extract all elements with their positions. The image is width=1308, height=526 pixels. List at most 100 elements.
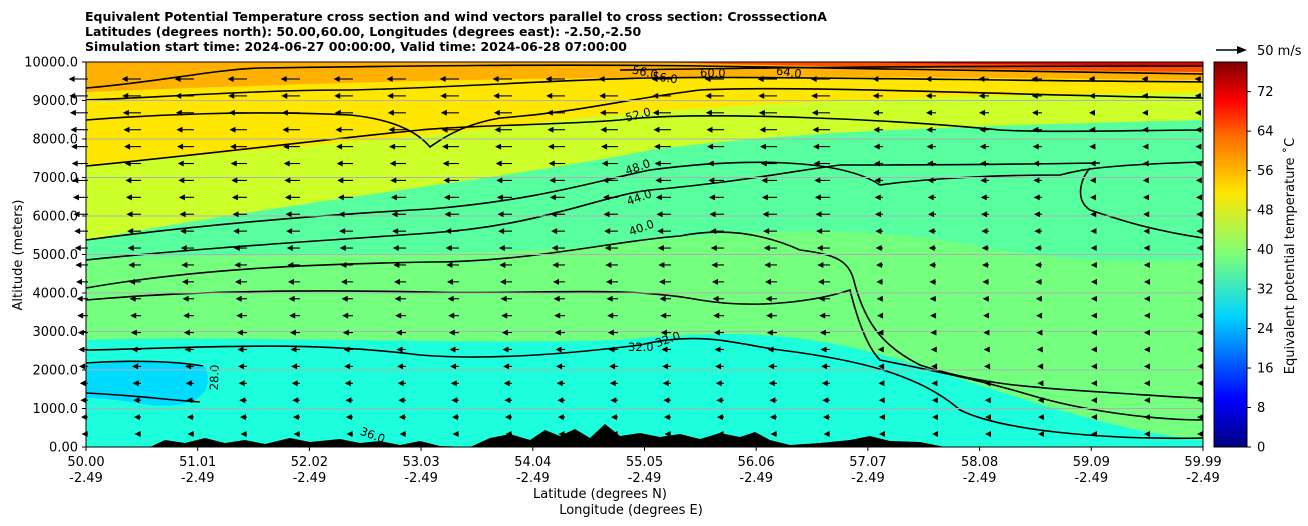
wind-arrow (392, 245, 406, 252)
colorbar-tick-label: 56 (1257, 164, 1274, 179)
wind-arrow (133, 397, 141, 404)
wind-arrow (451, 414, 459, 421)
wind-arrow (815, 211, 830, 218)
wind-arrow (658, 261, 671, 268)
wind-arrow (550, 211, 565, 218)
wind-arrow (238, 363, 247, 370)
wind-arrow (925, 76, 936, 82)
contour-60 (86, 64, 1203, 89)
wind-arrow (440, 109, 459, 116)
wind-arrow (1194, 92, 1201, 99)
wind-arrow (442, 143, 459, 150)
wind-arrow (611, 431, 618, 437)
wind-arrow (1032, 143, 1042, 150)
wind-arrow (393, 278, 406, 285)
wind-arrow (228, 109, 247, 116)
wind-arrow (393, 261, 406, 268)
wind-arrow (1195, 109, 1202, 116)
wind-arrow (175, 92, 194, 99)
wind-arrow (652, 109, 671, 116)
wind-arrow (1196, 245, 1203, 252)
wind-arrow (398, 414, 406, 421)
x-axis: 50.00-2.4951.01-2.4952.02-2.4953.03-2.49… (67, 447, 1222, 486)
wind-arrow (75, 261, 88, 268)
wind-arrow (1144, 380, 1150, 387)
wind-arrow (1144, 363, 1150, 370)
wind-arrow (610, 397, 618, 404)
wind-arrow (874, 194, 883, 201)
wind-arrow (878, 380, 885, 387)
wind-arrow (338, 211, 353, 218)
wind-arrow (499, 261, 512, 268)
wind-arrow (291, 380, 300, 387)
wind-arrow (823, 431, 830, 437)
x-tick-label-lon: -2.49 (1186, 471, 1220, 486)
wind-arrow (715, 363, 724, 370)
contour-64 (619, 65, 1203, 71)
wind-arrow (879, 414, 885, 421)
wind-arrow (232, 211, 247, 218)
wind-arrow (1197, 397, 1203, 404)
x-tick-label-lat: 51.01 (179, 455, 216, 470)
wind-arrow (651, 76, 671, 82)
wind-arrow (707, 143, 724, 150)
y-tick-label: 3000.0 (33, 325, 79, 340)
x-tick-label-lon: -2.49 (69, 471, 103, 486)
wind-arrow (387, 109, 406, 116)
wind-arrow (714, 346, 724, 353)
wind-arrow (1091, 380, 1097, 387)
contour-label: 56.0 (651, 69, 678, 86)
wind-arrow (1091, 414, 1097, 421)
wind-arrow (231, 194, 247, 201)
contour-40 (86, 231, 1203, 399)
wind-arrow (174, 76, 194, 82)
wind-arrow (398, 397, 406, 404)
wind-arrow (1143, 194, 1150, 201)
wind-arrow (925, 92, 936, 99)
wind-arrow (290, 346, 300, 353)
wind-arrow (1036, 312, 1043, 319)
wind-arrow (286, 228, 300, 235)
wind-arrow (558, 431, 565, 437)
wind-arrow (346, 431, 353, 437)
wind-arrow (764, 261, 777, 268)
wind-arrow (983, 329, 990, 336)
wind-arrow (1142, 126, 1149, 133)
contour-48 (86, 161, 1203, 241)
wind-arrow (978, 92, 989, 99)
colorbar-tick-label: 8 (1257, 401, 1265, 416)
wind-arrow (873, 109, 883, 116)
wind-arrow (501, 329, 512, 336)
wind-arrow (759, 126, 777, 133)
wind-arrow (654, 143, 671, 150)
wind-arrow (757, 76, 777, 82)
wind-arrow (610, 414, 618, 421)
wind-arrow (1090, 194, 1097, 201)
colorbar-tick-label: 40 (1257, 243, 1274, 258)
wind-arrow (1142, 177, 1149, 184)
wind-arrow (1195, 160, 1202, 167)
wind-arrow (710, 228, 724, 235)
wind-arrow (132, 363, 141, 370)
wind-arrow (334, 92, 353, 99)
wind-arrow (545, 76, 565, 82)
x-tick-label-lon: -2.49 (628, 471, 662, 486)
wind-arrow (872, 92, 883, 99)
wind-arrow (713, 312, 724, 319)
wind-arrow (1196, 228, 1203, 235)
wind-arrow (124, 143, 141, 150)
wind-arrow (821, 380, 830, 387)
wind-arrow (1031, 92, 1042, 99)
wind-arrow (448, 312, 459, 319)
wind-arrow (239, 414, 247, 421)
wind-arrow (1031, 76, 1042, 82)
wind-arrow (182, 295, 194, 302)
wind-arrow (766, 312, 777, 319)
wind-arrow (811, 92, 830, 99)
wind-arrow (397, 363, 406, 370)
wind-arrow (760, 160, 777, 167)
colorbar-tick-label: 48 (1257, 204, 1274, 219)
wind-arrow (1034, 211, 1042, 218)
wind-arrow (394, 295, 406, 302)
wind-arrow (873, 126, 883, 133)
